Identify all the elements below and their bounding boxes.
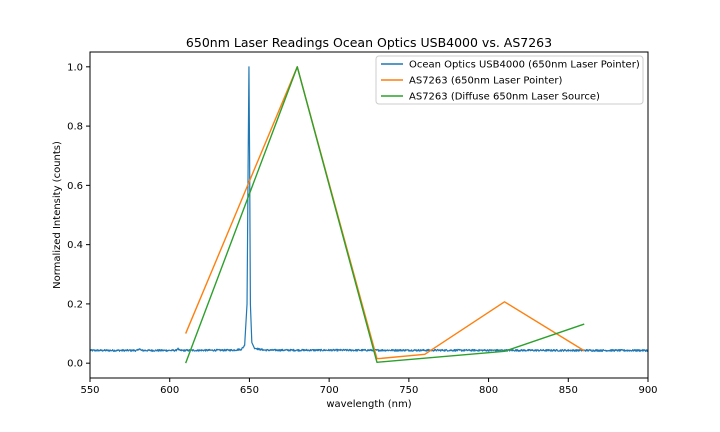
y-tick-label: 0.2: [67, 299, 83, 310]
x-tick-label: 650: [240, 385, 259, 396]
x-tick-label: 750: [399, 385, 418, 396]
plot-frame: [89, 51, 649, 379]
y-axis: 0.0 0.2 0.4 0.6 0.8 1.0: [67, 62, 90, 370]
x-axis: 550 600 650 700 750 800 850 900: [80, 378, 658, 396]
series-layer: [90, 66, 648, 364]
y-tick-label: 1.0: [67, 62, 83, 73]
x-tick-label: 700: [320, 385, 339, 396]
x-tick-label: 550: [80, 385, 99, 396]
y-axis-label: Normalized Intensity (counts): [52, 141, 63, 289]
x-tick-label: 900: [638, 385, 657, 396]
x-tick-label: 850: [559, 385, 578, 396]
chart-title: 650nm Laser Readings Ocean Optics USB400…: [186, 35, 552, 50]
legend-box: [375, 55, 644, 105]
legend: Ocean Optics USB4000 (650nm Laser Pointe…: [375, 55, 644, 105]
x-tick-label: 800: [479, 385, 498, 396]
legend-label: Ocean Optics USB4000 (650nm Laser Pointe…: [409, 60, 640, 71]
series-line-2: [185, 66, 585, 364]
legend-label: AS7263 (Diffuse 650nm Laser Source): [409, 92, 600, 103]
series-line-0: [90, 66, 648, 352]
y-tick-label: 0.6: [67, 181, 83, 192]
y-tick-label: 0.4: [67, 240, 83, 251]
series-line-1: [185, 66, 585, 360]
y-tick-label: 0.0: [67, 359, 83, 370]
x-axis-label: wavelength (nm): [326, 399, 411, 410]
y-tick-label: 0.8: [67, 122, 83, 133]
x-tick-label: 600: [160, 385, 179, 396]
legend-label: AS7263 (650nm Laser Pointer): [409, 76, 563, 87]
plot-area: [89, 51, 649, 379]
